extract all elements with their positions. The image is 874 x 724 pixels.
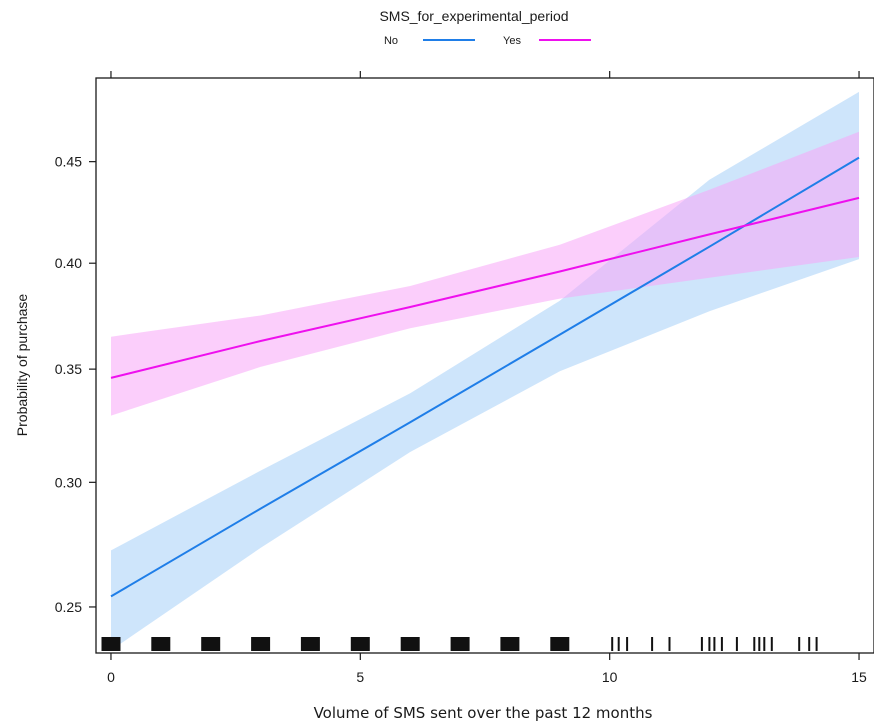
rug-mark [450,637,470,651]
rug-marks [101,637,818,651]
x-tick-label: 15 [851,669,867,685]
legend-label-no: No [384,35,398,47]
rug-mark [708,637,711,651]
rug-mark [798,637,801,651]
rug-mark [713,637,716,651]
legend-title: SMS_for_experimental_period [379,8,568,24]
series-line-no [110,156,860,598]
x-tick-label: 10 [602,669,618,685]
rug-mark [668,637,671,651]
rug-mark [720,637,723,651]
rug-mark [201,637,221,651]
rug-mark [400,637,420,651]
legend-label-yes: Yes [503,35,521,47]
rug-mark [626,637,629,651]
rug-mark [350,637,370,651]
x-tick-label: 0 [107,669,115,685]
legend: SMS_for_experimental_period No Yes [379,8,591,47]
rug-mark [753,637,756,651]
rug-mark [300,637,320,651]
rug-mark [763,637,766,651]
rug-mark [251,637,271,651]
rug-mark [101,637,121,651]
rug-mark [815,637,818,651]
rug-mark [808,637,811,651]
plot-frame [95,77,874,654]
rug-mark [651,637,654,651]
y-tick-label: 0.25 [55,599,82,615]
rug-mark [151,637,171,651]
y-axis-title: Probability of purchase [14,294,30,437]
y-tick-label: 0.40 [55,255,82,271]
x-tick-label: 5 [356,669,364,685]
rug-mark [735,637,738,651]
rug-mark [770,637,773,651]
rug-mark [758,637,761,651]
axes: 0 5 10 15 0.25 0.30 0.35 0.40 0.45 [55,71,867,685]
rug-mark [611,637,614,651]
rug-mark [617,637,620,651]
y-tick-label: 0.45 [55,154,82,170]
rug-mark [500,637,520,651]
plot-content [110,91,860,651]
confidence-band-yes [111,131,859,416]
x-axis-title: Volume of SMS sent over the past 12 mont… [314,704,653,722]
series-line-yes [110,196,860,379]
rug-mark [700,637,703,651]
y-tick-label: 0.35 [55,361,82,377]
y-tick-label: 0.30 [55,474,82,490]
rug-mark [550,637,570,651]
